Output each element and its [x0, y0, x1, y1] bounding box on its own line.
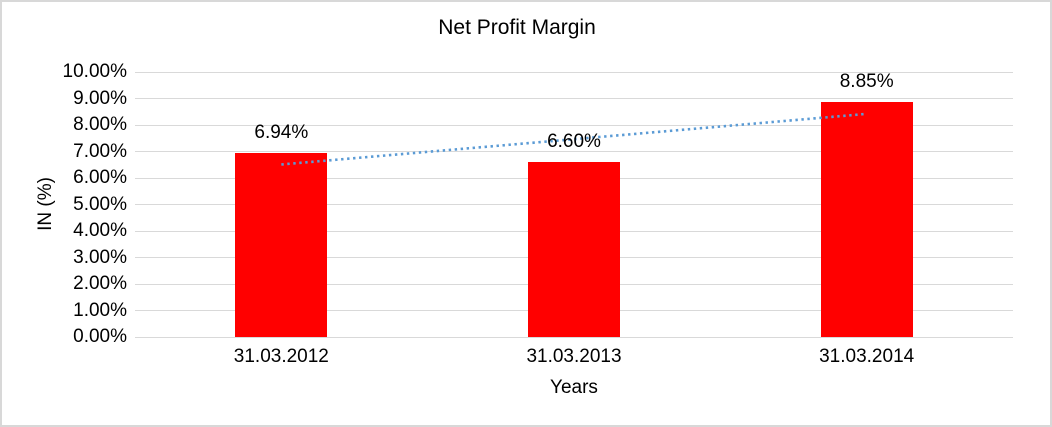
y-tick-label: 10.00%: [62, 61, 127, 82]
bar-data-label: 6.94%: [254, 122, 309, 144]
y-tick-label: 1.00%: [73, 299, 127, 321]
bar: [528, 162, 620, 337]
y-tick-label: 4.00%: [73, 220, 127, 241]
y-tick-label: 5.00%: [73, 193, 127, 215]
y-tick-label: 2.00%: [73, 273, 127, 294]
y-tick-label: 8.00%: [73, 114, 127, 135]
x-tick-label: 31.03.2014: [819, 346, 915, 367]
bar-data-label: 6.60%: [547, 131, 601, 153]
gridline: [135, 71, 1013, 73]
bar: [820, 102, 913, 337]
x-axis-title: Years: [550, 377, 598, 398]
y-tick-label: 6.00%: [73, 167, 127, 188]
bar: [235, 153, 328, 337]
gridline: [135, 98, 1013, 99]
gridline: [135, 336, 1013, 338]
y-tick-label: 9.00%: [73, 87, 127, 109]
y-tick-label: 0.00%: [73, 326, 127, 347]
x-tick-label: 31.03.2013: [526, 346, 622, 367]
x-tick-label: 31.03.2012: [233, 346, 329, 367]
y-tick-label: 3.00%: [73, 246, 127, 268]
chart-title: Net Profit Margin: [438, 16, 596, 39]
bar-data-label: 8.85%: [839, 71, 894, 93]
y-tick-label: 7.00%: [73, 140, 127, 162]
